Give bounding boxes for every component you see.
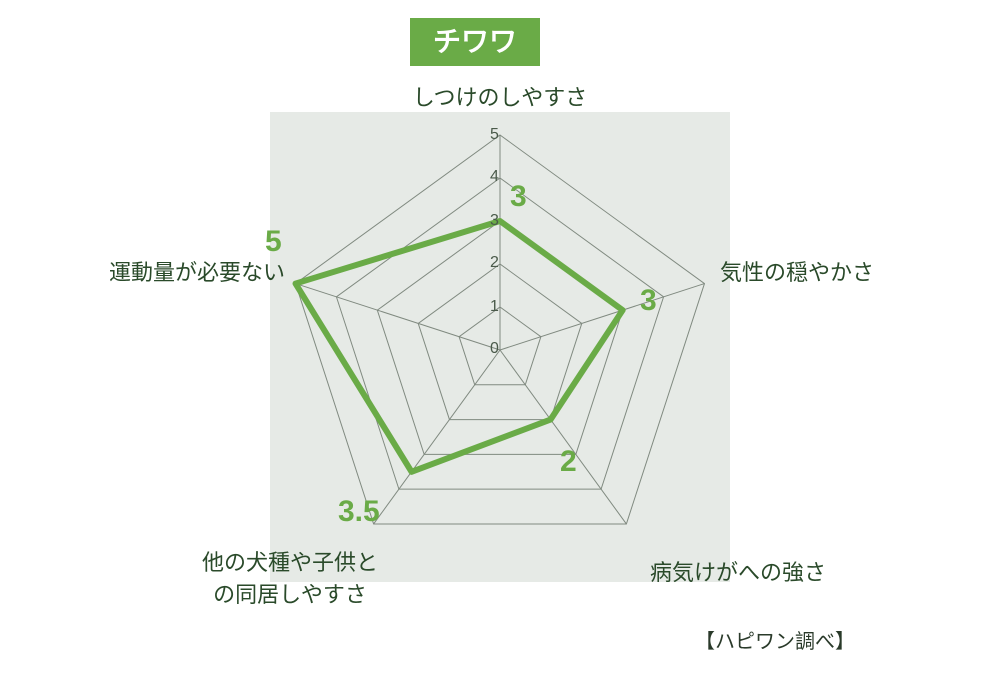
- axis-label-3: 他の犬種や子供と の同居しやすさ: [180, 545, 400, 609]
- value-label-4: 5: [265, 225, 282, 259]
- tick-label-0: 0: [490, 340, 499, 358]
- tick-label-4: 4: [490, 168, 499, 186]
- source-label: 【ハピワン調べ】: [695, 625, 855, 654]
- value-label-0: 3: [510, 180, 527, 214]
- axis-label-1: 気性の穏やかさ: [720, 255, 920, 287]
- tick-label-2: 2: [490, 254, 499, 272]
- value-label-1: 3: [640, 284, 657, 318]
- axis-label-4: 運動量が必要ない: [65, 255, 285, 287]
- tick-label-5: 5: [490, 126, 499, 144]
- value-label-2: 2: [560, 445, 577, 479]
- axis-label-2: 病気けがへの強さ: [650, 555, 870, 587]
- tick-label-1: 1: [490, 298, 499, 316]
- axis-label-0: しつけのしやすさ: [400, 80, 600, 112]
- tick-label-3: 3: [490, 212, 499, 230]
- value-label-3: 3.5: [338, 495, 380, 529]
